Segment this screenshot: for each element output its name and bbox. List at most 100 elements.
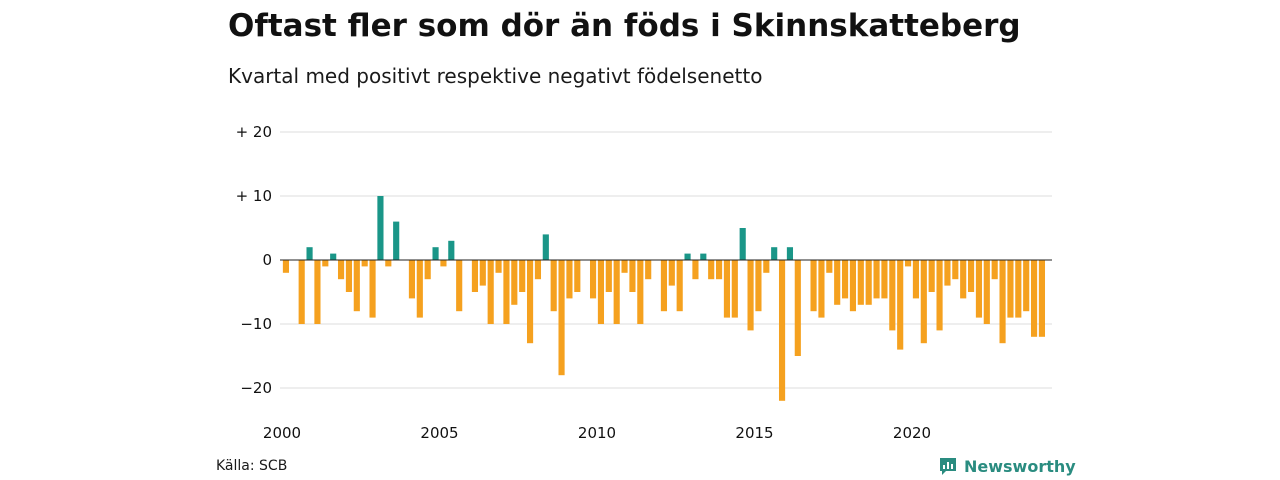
bar (566, 260, 573, 299)
bar (1015, 260, 1022, 318)
bar (353, 260, 360, 312)
bar (503, 260, 510, 324)
bar (975, 260, 983, 318)
bar (920, 260, 927, 344)
bar (511, 260, 518, 305)
bar (322, 260, 329, 267)
bar (542, 234, 549, 260)
x-tick-label: 2015 (735, 424, 773, 442)
bar (526, 260, 534, 344)
bar (605, 260, 612, 292)
bar (912, 260, 920, 299)
bar (448, 240, 455, 260)
bar (597, 260, 605, 324)
bar (424, 260, 431, 280)
x-tick-label: 2005 (420, 424, 458, 442)
y-tick-label: 0 (262, 251, 272, 269)
bar (495, 260, 502, 273)
bar (574, 260, 581, 292)
x-tick-label: 2010 (578, 424, 616, 442)
chart-title: Oftast fler som dör än föds i Skinnskatt… (228, 8, 1021, 44)
bar (471, 260, 479, 292)
source-note: Källa: SCB (216, 458, 288, 474)
bar (550, 260, 557, 312)
bar (330, 253, 337, 260)
bar (1023, 260, 1030, 312)
bar (369, 260, 376, 318)
bar (440, 260, 447, 267)
bar (361, 260, 368, 267)
x-axis-labels: 2000 2005 2010 2015 2020 (263, 424, 931, 442)
bar (708, 260, 715, 280)
bar (763, 260, 770, 273)
bar (928, 260, 935, 292)
bar (519, 260, 526, 292)
brand-logo[interactable]: Newsworthy (938, 456, 1076, 476)
bar (393, 221, 400, 260)
bar (778, 260, 786, 401)
bar (731, 260, 738, 318)
bar (589, 260, 597, 299)
bar (1007, 260, 1014, 318)
chart-subtitle: Kvartal med positivt respektive negativt… (228, 64, 763, 88)
bar-chart: + 20 + 10 0 −10 −20 2000 2005 2010 2015 2020 (236, 123, 1052, 442)
bar (849, 260, 857, 312)
bar (857, 260, 864, 305)
bar (739, 228, 746, 260)
bar (889, 260, 896, 331)
y-tick-label: −20 (240, 379, 272, 397)
bar (408, 260, 416, 299)
bars (282, 196, 1046, 401)
bar (282, 260, 290, 273)
bar (337, 260, 345, 280)
bar (715, 260, 723, 280)
bar (456, 260, 463, 312)
bar (967, 260, 975, 292)
bar (873, 260, 880, 299)
bar (298, 260, 305, 324)
bar (755, 260, 762, 312)
bar (692, 260, 699, 280)
bar (645, 260, 652, 280)
bar (479, 260, 486, 286)
bar (345, 260, 353, 292)
y-tick-label: + 10 (236, 187, 272, 205)
bar (621, 260, 628, 273)
bar (613, 260, 620, 324)
bar (747, 260, 754, 331)
bar (786, 247, 794, 260)
bar (904, 260, 912, 267)
bar (700, 253, 707, 260)
bar (1030, 260, 1038, 337)
bar (881, 260, 888, 299)
bar (810, 260, 817, 312)
y-tick-label: −10 (240, 315, 272, 333)
bar (826, 260, 833, 273)
bar (660, 260, 668, 312)
newsworthy-logo-icon (940, 458, 956, 475)
bar (637, 260, 644, 324)
bar (944, 260, 951, 286)
bar (818, 260, 825, 318)
bar (684, 253, 691, 260)
bar (668, 260, 675, 286)
bar (991, 260, 998, 280)
bar (314, 260, 321, 324)
bar (999, 260, 1006, 344)
bar (416, 260, 423, 318)
bar (432, 247, 439, 260)
bar (723, 260, 731, 318)
bar (377, 196, 384, 260)
bar (841, 260, 849, 299)
bar (897, 260, 904, 350)
y-axis-labels: + 20 + 10 0 −10 −20 (236, 123, 272, 397)
bar (952, 260, 959, 280)
bar (629, 260, 636, 292)
x-tick-label: 2000 (263, 424, 301, 442)
bar (936, 260, 943, 331)
bar (865, 260, 872, 305)
bar (558, 260, 565, 376)
bar (983, 260, 990, 324)
brand-name: Newsworthy (964, 456, 1076, 476)
bar (487, 260, 494, 324)
